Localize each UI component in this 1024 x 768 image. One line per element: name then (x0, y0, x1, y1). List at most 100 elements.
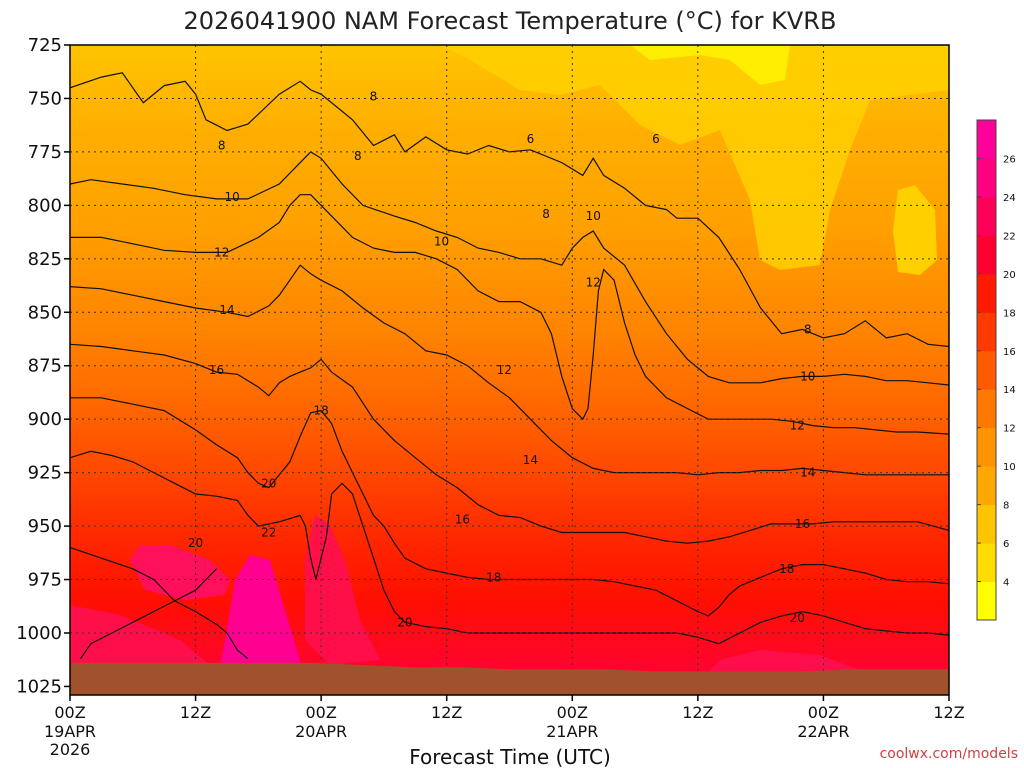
chart-title: 2026041900 NAM Forecast Temperature (°C)… (184, 7, 837, 35)
x-tick-date-6: 22APR (797, 722, 849, 741)
contour-label-17: 12 (790, 419, 805, 433)
colorbar-label-11: 26 (1003, 154, 1016, 165)
y-tick-label-12: 1025 (16, 676, 62, 697)
colorbar-frame (976, 119, 997, 621)
colorbar-segment-7 (977, 312, 996, 352)
contour-label-14: 10 (800, 369, 815, 383)
contour-label-13: 12 (497, 363, 512, 377)
colorbar-label-1: 6 (1003, 539, 1009, 550)
colorbar-label-4: 12 (1003, 424, 1016, 435)
contour-label-3: 6 (527, 132, 535, 146)
colorbar-segment-10 (977, 196, 996, 236)
contour-label-12: 14 (219, 303, 234, 317)
credit-text: coolwx.com/models (880, 746, 1018, 762)
contour-label-23: 22 (261, 526, 276, 540)
contour-line-3 (70, 264, 949, 476)
y-tick-label-5: 850 (28, 302, 62, 323)
contour-label-8: 10 (586, 209, 601, 223)
y-tick-label-10: 975 (28, 570, 62, 591)
x-tick-label-0: 00Z (54, 703, 85, 722)
y-tick-label-0: 725 (28, 35, 62, 56)
contour-label-10: 12 (586, 275, 601, 289)
contour-line-8 (80, 568, 217, 660)
ground-surface (70, 662, 949, 695)
colorbar-segment-6 (977, 350, 996, 390)
colorbar-segment-8 (977, 273, 996, 313)
contour-label-5: 10 (225, 190, 240, 204)
contour-label-15: 16 (209, 363, 224, 377)
colorbar-segment-0 (977, 581, 996, 621)
colorbar-label-2: 8 (1003, 501, 1009, 512)
y-tick-label-3: 800 (28, 195, 62, 216)
contour-label-6: 10 (434, 235, 449, 249)
colorbar-label-9: 22 (1003, 231, 1016, 242)
contour-line-2 (70, 194, 949, 435)
contour-label-27: 20 (397, 615, 412, 629)
contour-line-1 (70, 151, 949, 386)
contour-label-24: 20 (188, 536, 203, 550)
contour-label-16: 18 (314, 404, 329, 418)
contour-label-7: 8 (542, 207, 550, 221)
contour-label-21: 16 (455, 513, 470, 527)
y-tick-label-11: 1000 (16, 623, 62, 644)
colorbar-segment-11 (977, 158, 996, 198)
x-tick-label-2: 00Z (305, 703, 336, 722)
x-tick-year-0: 2026 (50, 740, 91, 759)
x-tick-date-4: 21APR (546, 722, 598, 741)
colorbar: 4 6 8 10 12 14 16 18 20 22 24 26 (976, 119, 1016, 621)
colorbar-label-7: 18 (1003, 308, 1016, 319)
plot-area: 8 8 8 6 6 10 10 8 10 12 12 8 14 12 10 16 18 12 14 14 20 16 16 2… (70, 45, 949, 695)
coldest-region (630, 45, 790, 85)
contour-label-11: 8 (804, 322, 812, 336)
x-tick-label-5: 12Z (682, 703, 713, 722)
y-tick-label-7: 900 (28, 409, 62, 430)
warm-region-lower (70, 605, 210, 665)
x-tick-date-2: 20APR (295, 722, 347, 741)
x-tick-label-7: 12Z (933, 703, 964, 722)
warm-tongue (305, 515, 380, 665)
contour-label-19: 14 (800, 466, 815, 480)
hottest-region (220, 555, 300, 665)
contour-label-2: 8 (370, 89, 378, 103)
contour-label-4: 6 (652, 132, 660, 146)
colorbar-segment-2 (977, 504, 996, 544)
contour-labels: 8 8 8 6 6 10 10 8 10 12 12 8 14 12 10 16 18 12 14 14 20 16 16 2… (188, 89, 815, 629)
y-tick-label-6: 875 (28, 356, 62, 377)
colorbar-label-0: 4 (1003, 578, 1009, 589)
y-tick-label-9: 950 (28, 516, 62, 537)
contour-label-20: 20 (261, 476, 276, 490)
contour-label-9: 12 (214, 245, 229, 259)
contour-label-26: 18 (779, 562, 794, 576)
x-tick-label-3: 12Z (431, 703, 462, 722)
y-axis: 725 750 775 800 825 850 875 900 925 950 975 1000 102… (16, 35, 70, 697)
contour-label-0: 8 (218, 138, 226, 152)
contour-line-4 (70, 343, 949, 544)
x-axis-label: Forecast Time (UTC) (409, 745, 611, 768)
plot-frame (69, 44, 950, 696)
colorbar-segment-9 (977, 235, 996, 275)
contour-label-18: 14 (523, 453, 538, 467)
contour-label-28: 20 (790, 611, 805, 625)
contour-line-7 (70, 546, 249, 660)
cool-region-upper (440, 45, 949, 270)
y-tick-label-8: 925 (28, 463, 62, 484)
y-tick-label-2: 775 (28, 142, 62, 163)
contour-line-0 (70, 72, 949, 348)
contour-label-1: 8 (354, 149, 362, 163)
colorbar-segment-1 (977, 543, 996, 583)
colorbar-label-5: 14 (1003, 385, 1016, 396)
y-tick-label-4: 825 (28, 249, 62, 270)
colorbar-label-6: 16 (1003, 347, 1016, 358)
x-tick-date-0: 19APR (44, 722, 96, 741)
x-tick-label-4: 00Z (557, 703, 588, 722)
contour-lines (70, 72, 949, 660)
x-tick-label-1: 12Z (180, 703, 211, 722)
contour-label-25: 18 (486, 570, 501, 584)
colorbar-segment-12 (977, 120, 996, 159)
x-tick-label-6: 00Z (808, 703, 839, 722)
colorbar-label-10: 24 (1003, 193, 1016, 204)
colorbar-segment-5 (977, 389, 996, 429)
contour-line-6 (70, 450, 949, 645)
